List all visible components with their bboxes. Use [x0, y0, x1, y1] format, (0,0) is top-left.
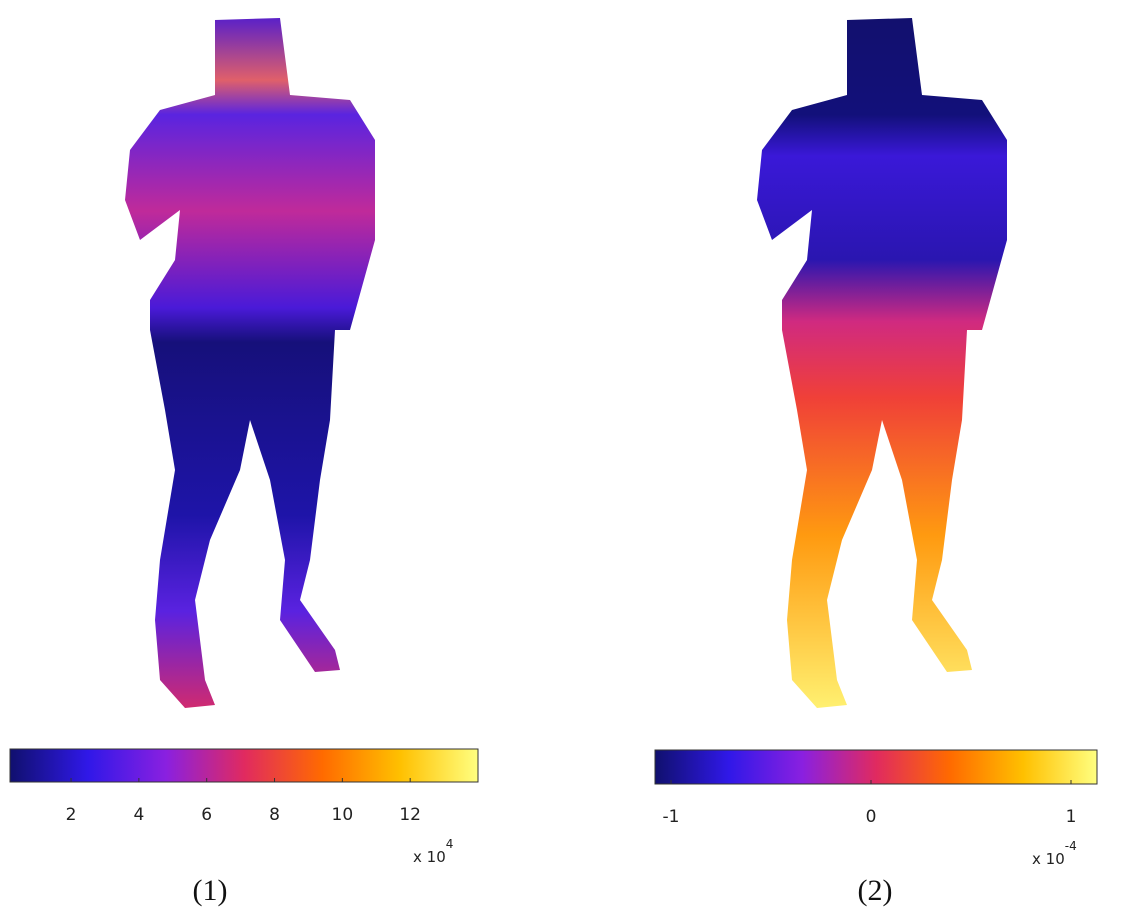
x-tick-label: 12	[399, 805, 421, 825]
caption: (2)	[858, 874, 893, 907]
offset-text: x 10	[413, 848, 446, 866]
body-heatmap	[757, 18, 1007, 708]
colorbar	[654, 749, 1098, 785]
x-tick-label: 4	[133, 805, 144, 825]
x-tick-label: 6	[201, 805, 212, 825]
offset-exponent: -4	[1065, 839, 1077, 853]
caption: (1)	[193, 874, 228, 907]
offset-exponent: 4	[446, 837, 454, 851]
offset-text: x 10	[1032, 850, 1065, 868]
x-tick-label: 8	[269, 805, 280, 825]
x-tick-label: 0	[866, 807, 877, 827]
offset-label: x 104	[413, 837, 453, 866]
x-tick-label: 10	[332, 805, 354, 825]
offset-label: x 10-4	[1032, 839, 1077, 868]
x-tick-label: -1	[663, 807, 680, 827]
x-tick-label: 1	[1066, 807, 1077, 827]
x-tick-label: 2	[66, 805, 77, 825]
colorbar	[9, 748, 479, 783]
body-heatmap	[125, 18, 375, 708]
